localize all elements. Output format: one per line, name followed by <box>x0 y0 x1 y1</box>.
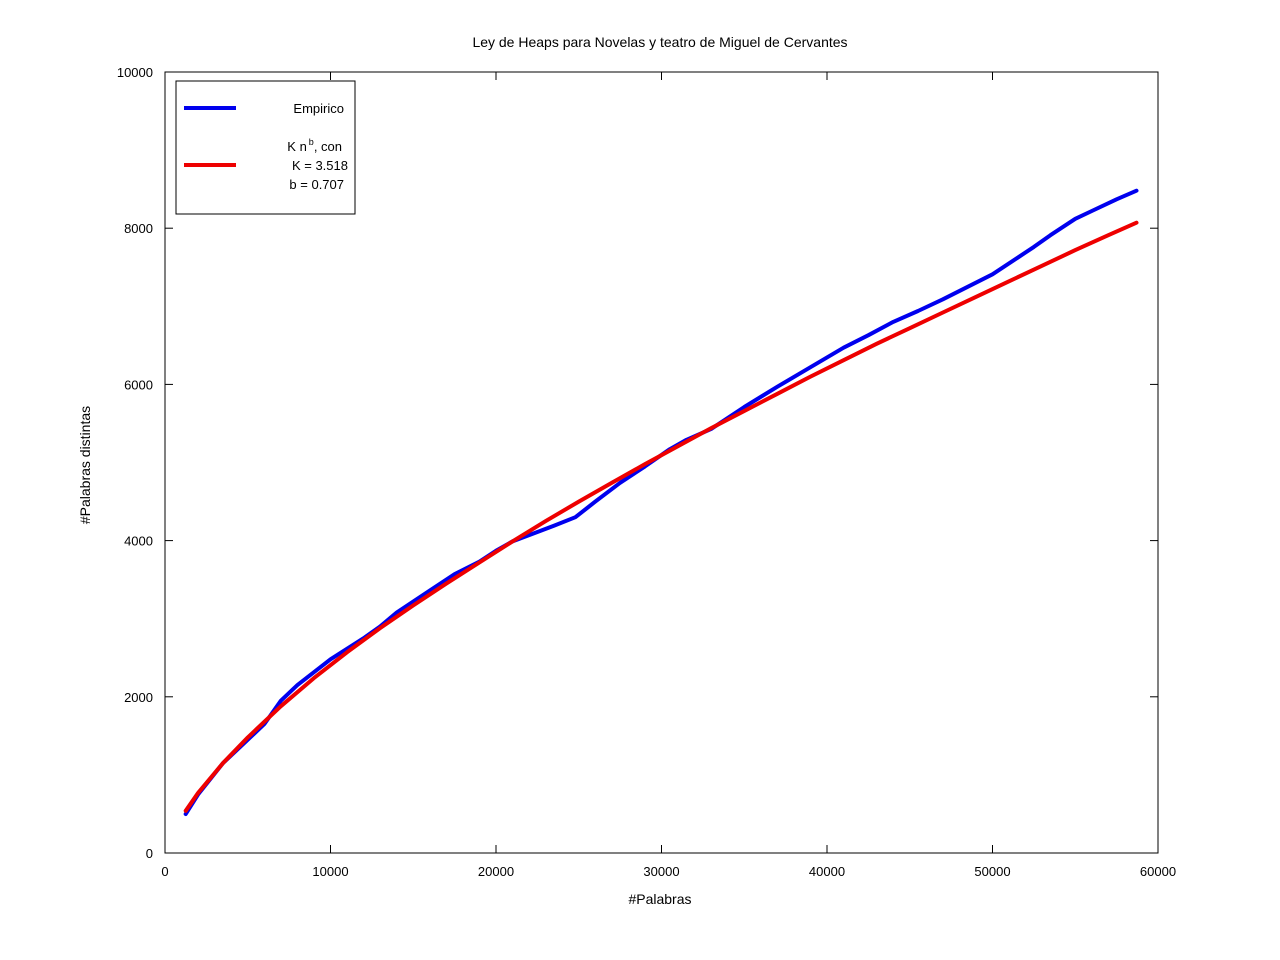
x-tick-label: 0 <box>161 864 168 879</box>
chart-title: Ley de Heaps para Novelas y teatro de Mi… <box>472 34 847 50</box>
series-line-fit <box>183 220 1139 813</box>
x-tick-label: 60000 <box>1140 864 1176 879</box>
axis-tick-labels: 0 10000 20000 30000 40000 50000 60000 0 2000 4000… <box>117 65 1176 879</box>
legend-label-fit-k: K = 3.518 <box>292 158 348 173</box>
legend-fit-kn: K n <box>287 139 307 154</box>
legend: Empirico K n b, con K = 3.518 b = 0.707 <box>175 80 356 215</box>
legend-fit-exponent: b <box>309 137 314 147</box>
legend-fit-con: , con <box>314 139 342 154</box>
x-tick-label: 10000 <box>312 864 348 879</box>
series-line-empirico <box>183 188 1139 816</box>
x-tick-label: 50000 <box>974 864 1010 879</box>
x-tick-label: 40000 <box>809 864 845 879</box>
x-tick-label: 30000 <box>643 864 679 879</box>
legend-label-fit-line1: K n b, con <box>287 137 342 154</box>
y-tick-label: 10000 <box>117 65 153 80</box>
y-tick-label: 4000 <box>124 534 153 549</box>
y-tick-label: 6000 <box>124 377 153 392</box>
legend-label-fit-b: b = 0.707 <box>289 177 344 192</box>
x-axis-label: #Palabras <box>628 891 691 907</box>
series-lines <box>183 188 1139 816</box>
axis-ticks <box>164 71 1159 854</box>
y-tick-label: 8000 <box>124 221 153 236</box>
legend-box <box>175 80 356 215</box>
x-tick-label: 20000 <box>478 864 514 879</box>
y-axis-label: #Palabras distintas <box>77 406 93 524</box>
y-tick-label: 0 <box>146 846 153 861</box>
legend-label-empirico: Empirico <box>293 101 344 116</box>
y-tick-label: 2000 <box>124 690 153 705</box>
